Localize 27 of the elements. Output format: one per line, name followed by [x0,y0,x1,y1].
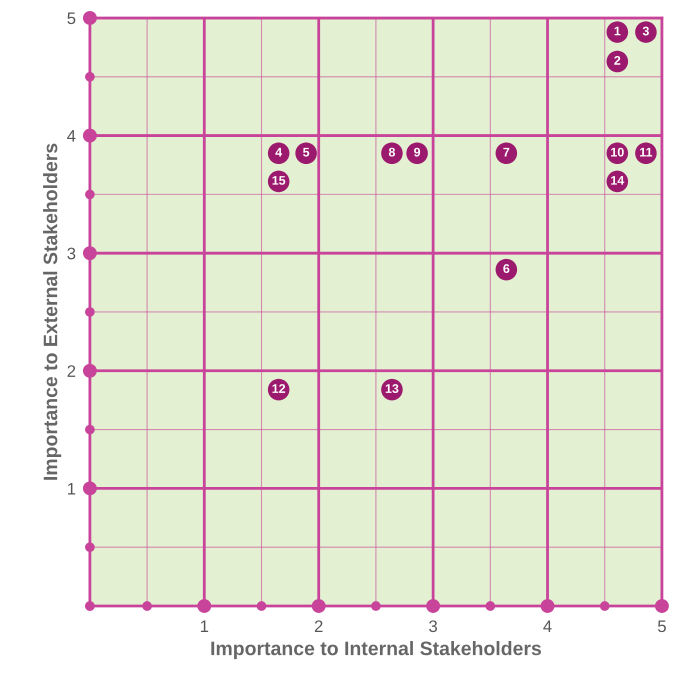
y-tick-label: 4 [67,130,76,142]
annotation: 1 [614,26,620,36]
annotation: 9 [414,148,420,157]
x-tick-label: 3 [429,620,438,632]
annotation: 14 [611,176,624,185]
annotation: 15 [272,176,286,185]
annotation: 8 [388,148,396,157]
y-tick-label: 3 [67,248,76,260]
annotation: 10 [611,148,624,157]
annotation: 7 [503,148,510,156]
x-axis-title: Importance to Internal Stakeholders [211,640,541,660]
annotation: 11 [640,148,652,156]
annotation: 3 [642,26,649,36]
annotation: 5 [303,148,310,157]
annotation: 2 [614,56,620,65]
annotation: 13 [386,384,398,393]
x-tick-label: 5 [658,620,666,632]
annotation: 4 [275,148,282,156]
y-tick-label: 1 [68,482,76,494]
y-tick-label: 2 [68,365,76,377]
y-tick-label: 5 [67,12,76,24]
x-tick-label: 1 [200,620,208,632]
annotation: 6 [503,264,510,274]
x-tick-label: 2 [314,620,323,632]
annotation: 12 [272,384,286,393]
x-tick-label: 4 [543,620,552,632]
y-axis-title: Importance to External Stakeholders [43,144,62,480]
